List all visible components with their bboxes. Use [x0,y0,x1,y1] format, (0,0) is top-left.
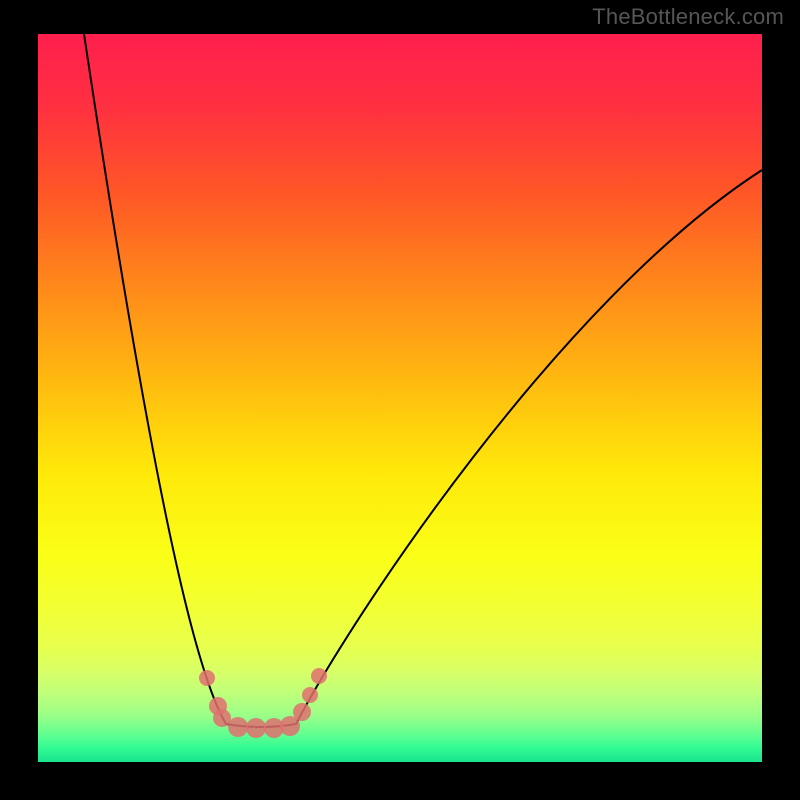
chart-container: { "watermark": { "text": "TheBottleneck.… [0,0,800,800]
data-marker [246,718,266,738]
data-marker [311,668,327,684]
plot-background-gradient [38,34,762,762]
data-marker [228,717,248,737]
data-marker [199,670,215,686]
data-marker [302,687,318,703]
watermark-text: TheBottleneck.com [592,4,784,30]
data-marker [293,703,311,721]
bottleneck-chart [0,0,800,800]
data-marker [213,709,231,727]
